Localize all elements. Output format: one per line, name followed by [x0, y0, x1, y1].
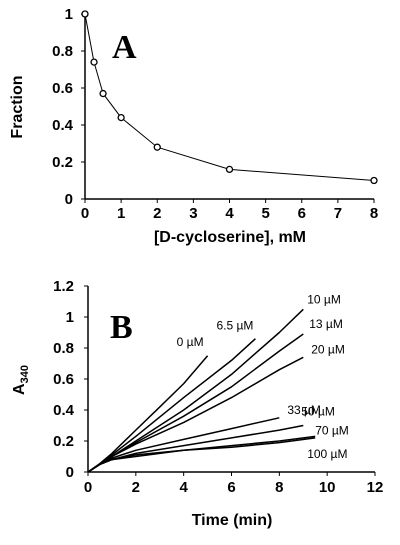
chart-a-x-tick-label: 1 [117, 205, 125, 222]
chart-a-data-point [117, 113, 125, 122]
chart-a-panel-label: A [112, 29, 137, 66]
chart-a-x-axis-label: [D-cycloserine], mM [154, 229, 306, 246]
chart-a-x-tick-label: 8 [370, 205, 378, 222]
chart-a-x-tick-label: 5 [261, 205, 269, 222]
chart-b-x-tick-label: 2 [132, 479, 140, 496]
chart-a-data-point [225, 165, 234, 174]
chart-b-y-tick-label: 1 [66, 309, 74, 326]
chart-b-x-tick-label: 0 [84, 479, 92, 496]
chart-a-data-point [81, 10, 89, 18]
chart-b-y-tick-label: 0.4 [53, 402, 75, 419]
chart-a-x-tick-label: 2 [153, 205, 161, 222]
chart-a-x-tick-label: 0 [81, 205, 89, 222]
chart-a-x-tick-label: 4 [225, 205, 234, 222]
chart-b-y-tick-label: 0 [66, 464, 74, 481]
chart-a-x-tick-label: 3 [189, 205, 197, 222]
chart-b-series-label: 20 µM [311, 342, 345, 356]
chart-b-series-label: 70 µM [315, 423, 349, 437]
chart-b-series-label: 50 µM [301, 405, 335, 419]
chart-b-x-axis-label: Time (min) [192, 512, 273, 529]
chart-b-series-label: 33 µM [287, 403, 321, 417]
chart-a-data-point [153, 143, 161, 151]
chart-b-y-tick-label: 0.2 [53, 433, 74, 450]
chart-a-x-tick-label: 6 [298, 205, 306, 222]
chart-a-y-tick-label: 1 [65, 6, 73, 23]
chart-a-data-point [90, 58, 98, 66]
chart-b-x-tick-label: 6 [227, 479, 235, 496]
chart-b-series-label: 100 µM [307, 447, 347, 461]
chart-a-y-axis-label: Fraction [9, 75, 26, 138]
chart-a-data-point [99, 89, 107, 98]
chart-b-y-tick-label: 1.2 [53, 278, 74, 295]
chart-b-x-tick-label: 4 [179, 479, 188, 496]
chart-a: A [D-cycloserine], mM Fraction 0 1 2 3 4 5 6 7 8… [9, 6, 378, 246]
chart-a-data-point [370, 176, 378, 185]
chart-b-series-label: 13 µM [309, 317, 343, 331]
chart-b-x-tick-label: 12 [367, 479, 384, 496]
chart-a-y-tick-label: 0.4 [52, 117, 74, 134]
chart-b-y-tick-label: 0.8 [53, 340, 74, 357]
chart-b-y-axis-label: A340 [11, 365, 31, 395]
chart-b-x-tick-label: 10 [319, 479, 336, 496]
chart-b-y-tick-label: 0.6 [53, 371, 74, 388]
chart-b-series-label: 0 µM [177, 335, 204, 349]
chart-a-y-tick-label: 0 [65, 191, 73, 208]
chart-a-y-tick-label: 0.6 [52, 80, 73, 97]
chart-b-panel-label: B [110, 309, 133, 346]
chart-b-series-label: 6.5 µM [216, 319, 253, 333]
chart-b-series-label: 10 µM [307, 292, 341, 306]
chart-a-x-tick-label: 7 [334, 205, 342, 222]
chart-a-y-tick-label: 0.2 [52, 154, 73, 171]
chart-b-series-line [87, 437, 316, 473]
chart-b-x-tick-label: 8 [275, 479, 283, 496]
chart-b: B Time (min) A340 0 2 4 6 8 10 12 0 0.2 0.4 0.6 0.8… [11, 278, 383, 529]
chart-a-y-tick-label: 0.8 [52, 43, 73, 60]
